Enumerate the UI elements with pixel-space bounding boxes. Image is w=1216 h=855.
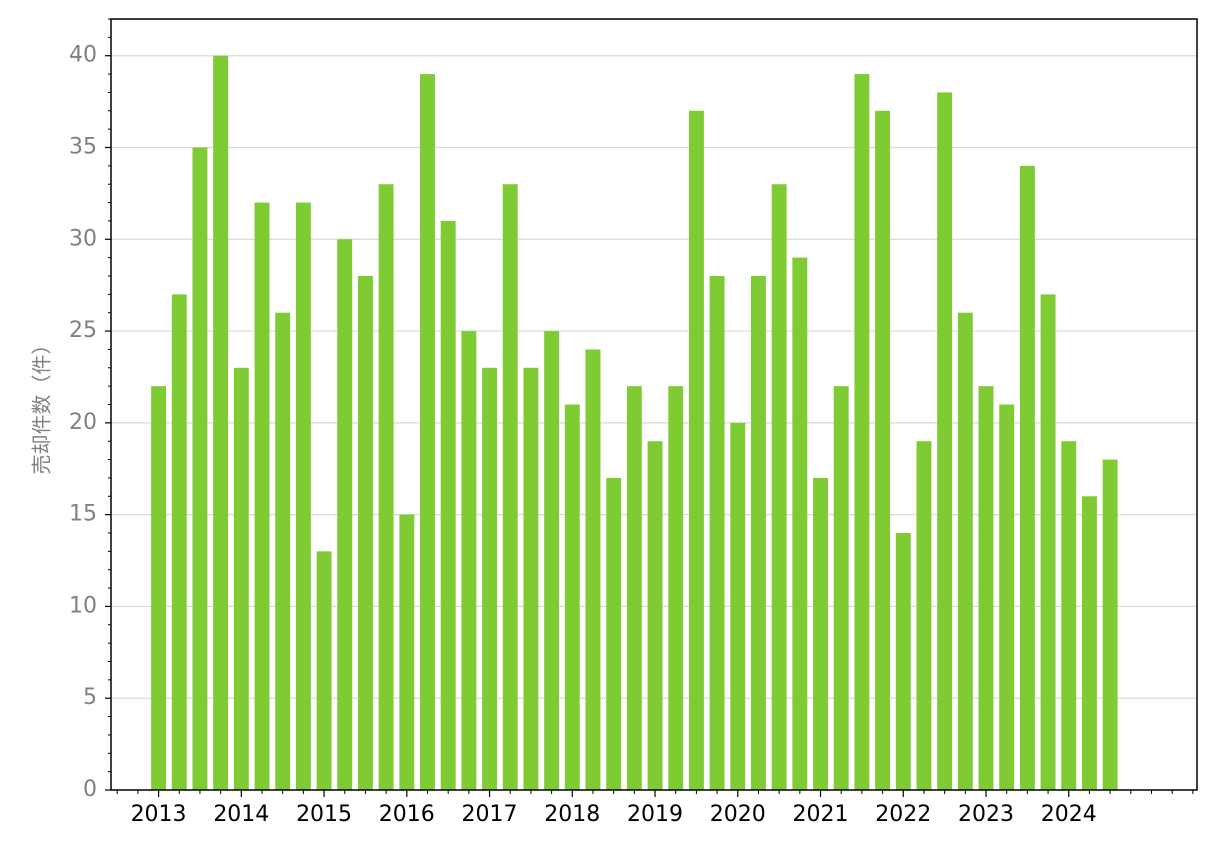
x-tick-label: 2016 — [379, 802, 435, 827]
x-tick-label: 2023 — [958, 802, 1014, 827]
bar — [606, 477, 622, 790]
x-tick-label: 2022 — [875, 802, 931, 827]
y-tick-label: 30 — [69, 226, 97, 251]
bar — [233, 367, 249, 790]
x-tick-label: 2020 — [710, 802, 766, 827]
bar — [771, 184, 787, 790]
bar — [709, 276, 725, 790]
x-axis: 2013 2014 2015 2016 2017 2018 2019 2020 2021 2022… — [116, 790, 1194, 827]
y-tick-label: 15 — [69, 502, 97, 527]
bar — [420, 74, 435, 791]
bar — [751, 276, 766, 790]
x-tick-label: 2013 — [131, 802, 187, 827]
bar — [668, 386, 684, 790]
y-tick-label: 25 — [69, 318, 97, 343]
y-tick-label: 40 — [69, 43, 97, 68]
bar — [316, 551, 332, 790]
bar — [626, 386, 642, 790]
x-tick-label: 2018 — [544, 802, 600, 827]
bar — [1081, 496, 1097, 790]
x-tick-label: 2024 — [1041, 802, 1097, 827]
bar — [999, 404, 1015, 790]
bar — [171, 294, 187, 790]
bar — [254, 202, 270, 791]
bar — [1102, 459, 1118, 790]
bar — [1040, 294, 1056, 790]
bar — [937, 92, 953, 790]
bar — [916, 441, 932, 790]
bar — [895, 533, 911, 790]
x-tick-label: 2021 — [793, 802, 849, 827]
y-axis: 0 5 10 15 20 25 30 35 40 — [69, 18, 111, 802]
bar — [378, 184, 394, 790]
grid-lines — [111, 55, 1197, 791]
x-tick-label: 2014 — [213, 802, 269, 827]
bar — [854, 74, 870, 791]
bar — [523, 367, 539, 790]
bar — [151, 386, 167, 790]
x-tick-label: 2017 — [462, 802, 518, 827]
bar — [875, 110, 891, 791]
bar — [688, 110, 704, 791]
bar — [957, 312, 973, 790]
bar — [978, 386, 994, 790]
y-tick-label: 0 — [83, 777, 97, 802]
bar — [792, 257, 808, 791]
x-tick-label: 2019 — [627, 802, 683, 827]
bar — [564, 404, 580, 790]
bar — [337, 239, 353, 791]
bar — [482, 367, 497, 790]
bar — [833, 386, 849, 790]
bar — [585, 349, 601, 790]
y-axis-label: 売却件数（件） — [30, 335, 54, 475]
y-tick-label: 35 — [69, 135, 97, 160]
bar — [502, 184, 518, 790]
bar — [295, 202, 311, 791]
bar — [275, 312, 291, 790]
bar — [440, 220, 456, 790]
bar — [1019, 165, 1035, 790]
bar — [192, 147, 208, 790]
bar — [730, 422, 746, 790]
bar — [1061, 441, 1077, 790]
y-tick-label: 5 — [83, 685, 97, 710]
x-tick-label: 2015 — [296, 802, 352, 827]
y-tick-label: 10 — [69, 593, 97, 618]
bar — [647, 441, 663, 790]
y-tick-label: 20 — [69, 410, 97, 435]
bar — [544, 331, 560, 790]
bars — [151, 55, 1118, 791]
bar — [213, 55, 229, 790]
bar — [399, 514, 415, 790]
bar — [813, 477, 828, 790]
bar — [461, 331, 477, 790]
bar — [357, 276, 373, 790]
